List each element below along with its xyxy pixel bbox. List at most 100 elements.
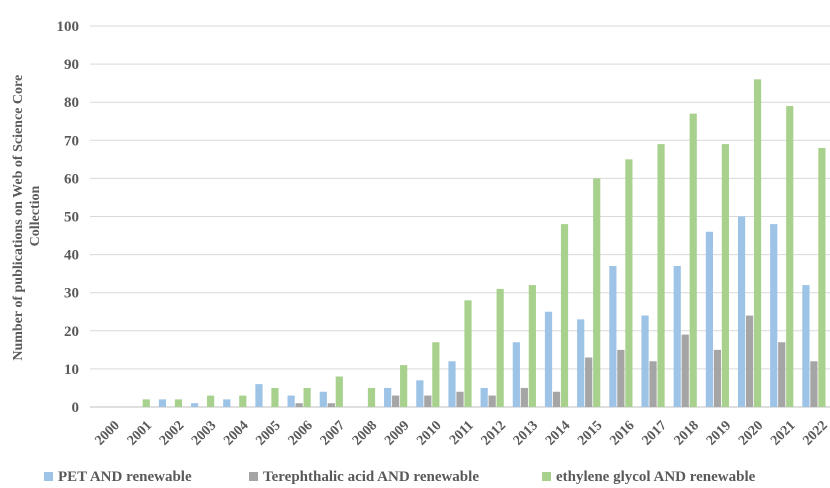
x-tick-label: 2006 [286,418,316,448]
x-tick-label: 2002 [157,418,187,448]
x-tick-label: 2017 [639,418,669,448]
legend-swatch [44,472,53,481]
legend-item: Terephthalic acid AND renewable [249,469,479,485]
legend-label: Terephthalic acid AND renewable [263,469,479,485]
y-tick-label: 70 [64,133,79,149]
x-tick-label: 2005 [253,418,283,448]
bar [223,399,231,407]
bar [577,319,585,407]
bar [593,178,601,407]
bar [673,266,681,407]
bar [174,399,183,407]
gridlines [90,25,830,408]
legend-item: PET AND renewable [44,469,192,485]
bar [142,399,150,407]
x-tick-label: 2009 [382,418,412,448]
y-tick-label: 90 [64,57,79,73]
y-axis-label-line-2: Collection [28,185,43,246]
y-axis-tick-labels: 0 10 20 30 40 50 60 70 80 90 100 [57,19,80,416]
x-tick-label: 2014 [543,418,573,448]
bar [609,266,617,407]
y-tick-label: 20 [64,324,79,340]
bar [158,399,167,407]
legend-item: ethylene glycol AND renewable [542,469,756,485]
bar [191,403,199,407]
legend-swatch [542,472,551,481]
x-tick-label: 2007 [318,418,348,448]
bar [255,384,263,407]
x-tick-label: 2018 [672,418,702,448]
x-tick-label: 2020 [736,418,766,448]
x-tick-label: 2015 [575,418,605,448]
bar [448,361,456,407]
bar [713,349,721,407]
y-axis-label-line-1: Number of publications on Web of Science… [11,75,26,361]
y-tick-label: 100 [57,19,80,35]
bar [416,380,424,407]
bar [303,387,311,407]
bar [520,387,528,407]
bar [802,285,810,407]
y-tick-label: 50 [64,210,79,226]
bar [753,79,762,407]
bar [464,300,472,407]
bar [384,387,392,407]
legend: PET AND renewable Terephthalic acid AND r… [44,469,756,485]
bar [818,147,826,408]
bar [295,403,303,407]
legend-swatch [249,472,258,481]
y-tick-label: 30 [64,286,79,302]
bar [778,342,786,407]
x-tick-label: 2016 [607,418,637,448]
bar [400,365,408,407]
bar [287,395,295,407]
y-tick-label: 80 [64,95,79,111]
bar [544,311,553,407]
bar [496,288,504,407]
x-tick-label: 2003 [189,418,219,448]
bar [424,395,432,407]
bar [770,224,778,407]
bar [786,106,794,407]
x-tick-label: 2013 [511,418,541,448]
x-tick-label: 2012 [479,418,509,448]
bar [488,395,496,407]
bar [239,395,247,407]
x-tick-label: 2000 [93,418,123,448]
bar [721,144,729,408]
x-tick-label: 2001 [125,418,155,448]
bar [681,334,689,407]
x-tick-label: 2004 [221,418,251,448]
legend-label: ethylene glycol AND renewable [556,469,756,485]
bar [560,224,569,407]
bar [271,387,279,407]
bar [649,361,657,407]
bar [456,391,464,407]
x-tick-label: 2021 [768,418,798,448]
y-tick-label: 0 [72,400,80,416]
x-tick-label: 2010 [414,418,444,448]
bar [625,159,633,407]
bar [367,387,376,407]
x-tick-label: 2022 [800,418,830,448]
bar [327,403,335,407]
x-tick-label: 2011 [447,418,477,448]
bar [737,216,746,407]
bar [528,285,536,407]
bar [705,231,713,407]
bar [319,391,327,407]
y-tick-label: 60 [64,171,79,187]
bar [745,315,754,407]
bar [392,395,400,407]
bar [207,395,215,407]
bar [480,387,488,407]
bar [335,376,343,407]
x-tick-label: 2019 [704,418,734,448]
bar [432,342,440,407]
x-tick-label: 2008 [350,418,380,448]
y-axis-label: Number of publications on Web of Science… [11,71,43,360]
bar [585,357,593,407]
bar [641,315,649,407]
y-tick-label: 10 [64,362,79,378]
